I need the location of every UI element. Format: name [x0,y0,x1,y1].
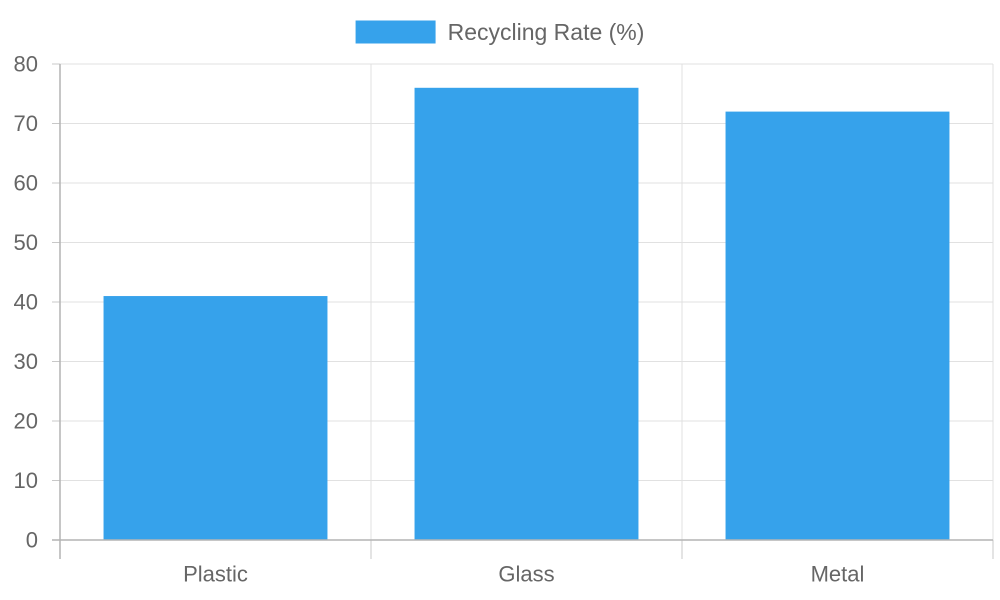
legend-swatch[interactable] [355,20,436,44]
y-tick-label: 80 [14,52,38,77]
bar-metal[interactable] [725,111,950,540]
y-tick-label: 0 [26,528,38,553]
y-tick-label: 50 [14,230,38,255]
x-tick-label: Plastic [183,562,248,587]
axes [52,63,994,559]
y-tick-label: 70 [14,111,38,136]
bar-plastic[interactable] [103,296,328,540]
legend-label[interactable]: Recycling Rate (%) [448,19,645,45]
y-tick-label: 60 [14,171,38,196]
legend[interactable]: Recycling Rate (%) [355,19,645,45]
y-tick-label: 20 [14,409,38,434]
x-tick-label: Metal [811,562,865,587]
bars [103,87,950,541]
x-tick-label: Glass [498,562,554,587]
y-tick-label: 30 [14,349,38,374]
y-tick-label: 40 [14,290,38,315]
tick-labels: 0 10 20 30 40 50 60 70 80 Plastic Glass Metal [14,52,865,587]
y-tick-label: 10 [14,468,38,493]
bar-glass[interactable] [414,87,639,541]
